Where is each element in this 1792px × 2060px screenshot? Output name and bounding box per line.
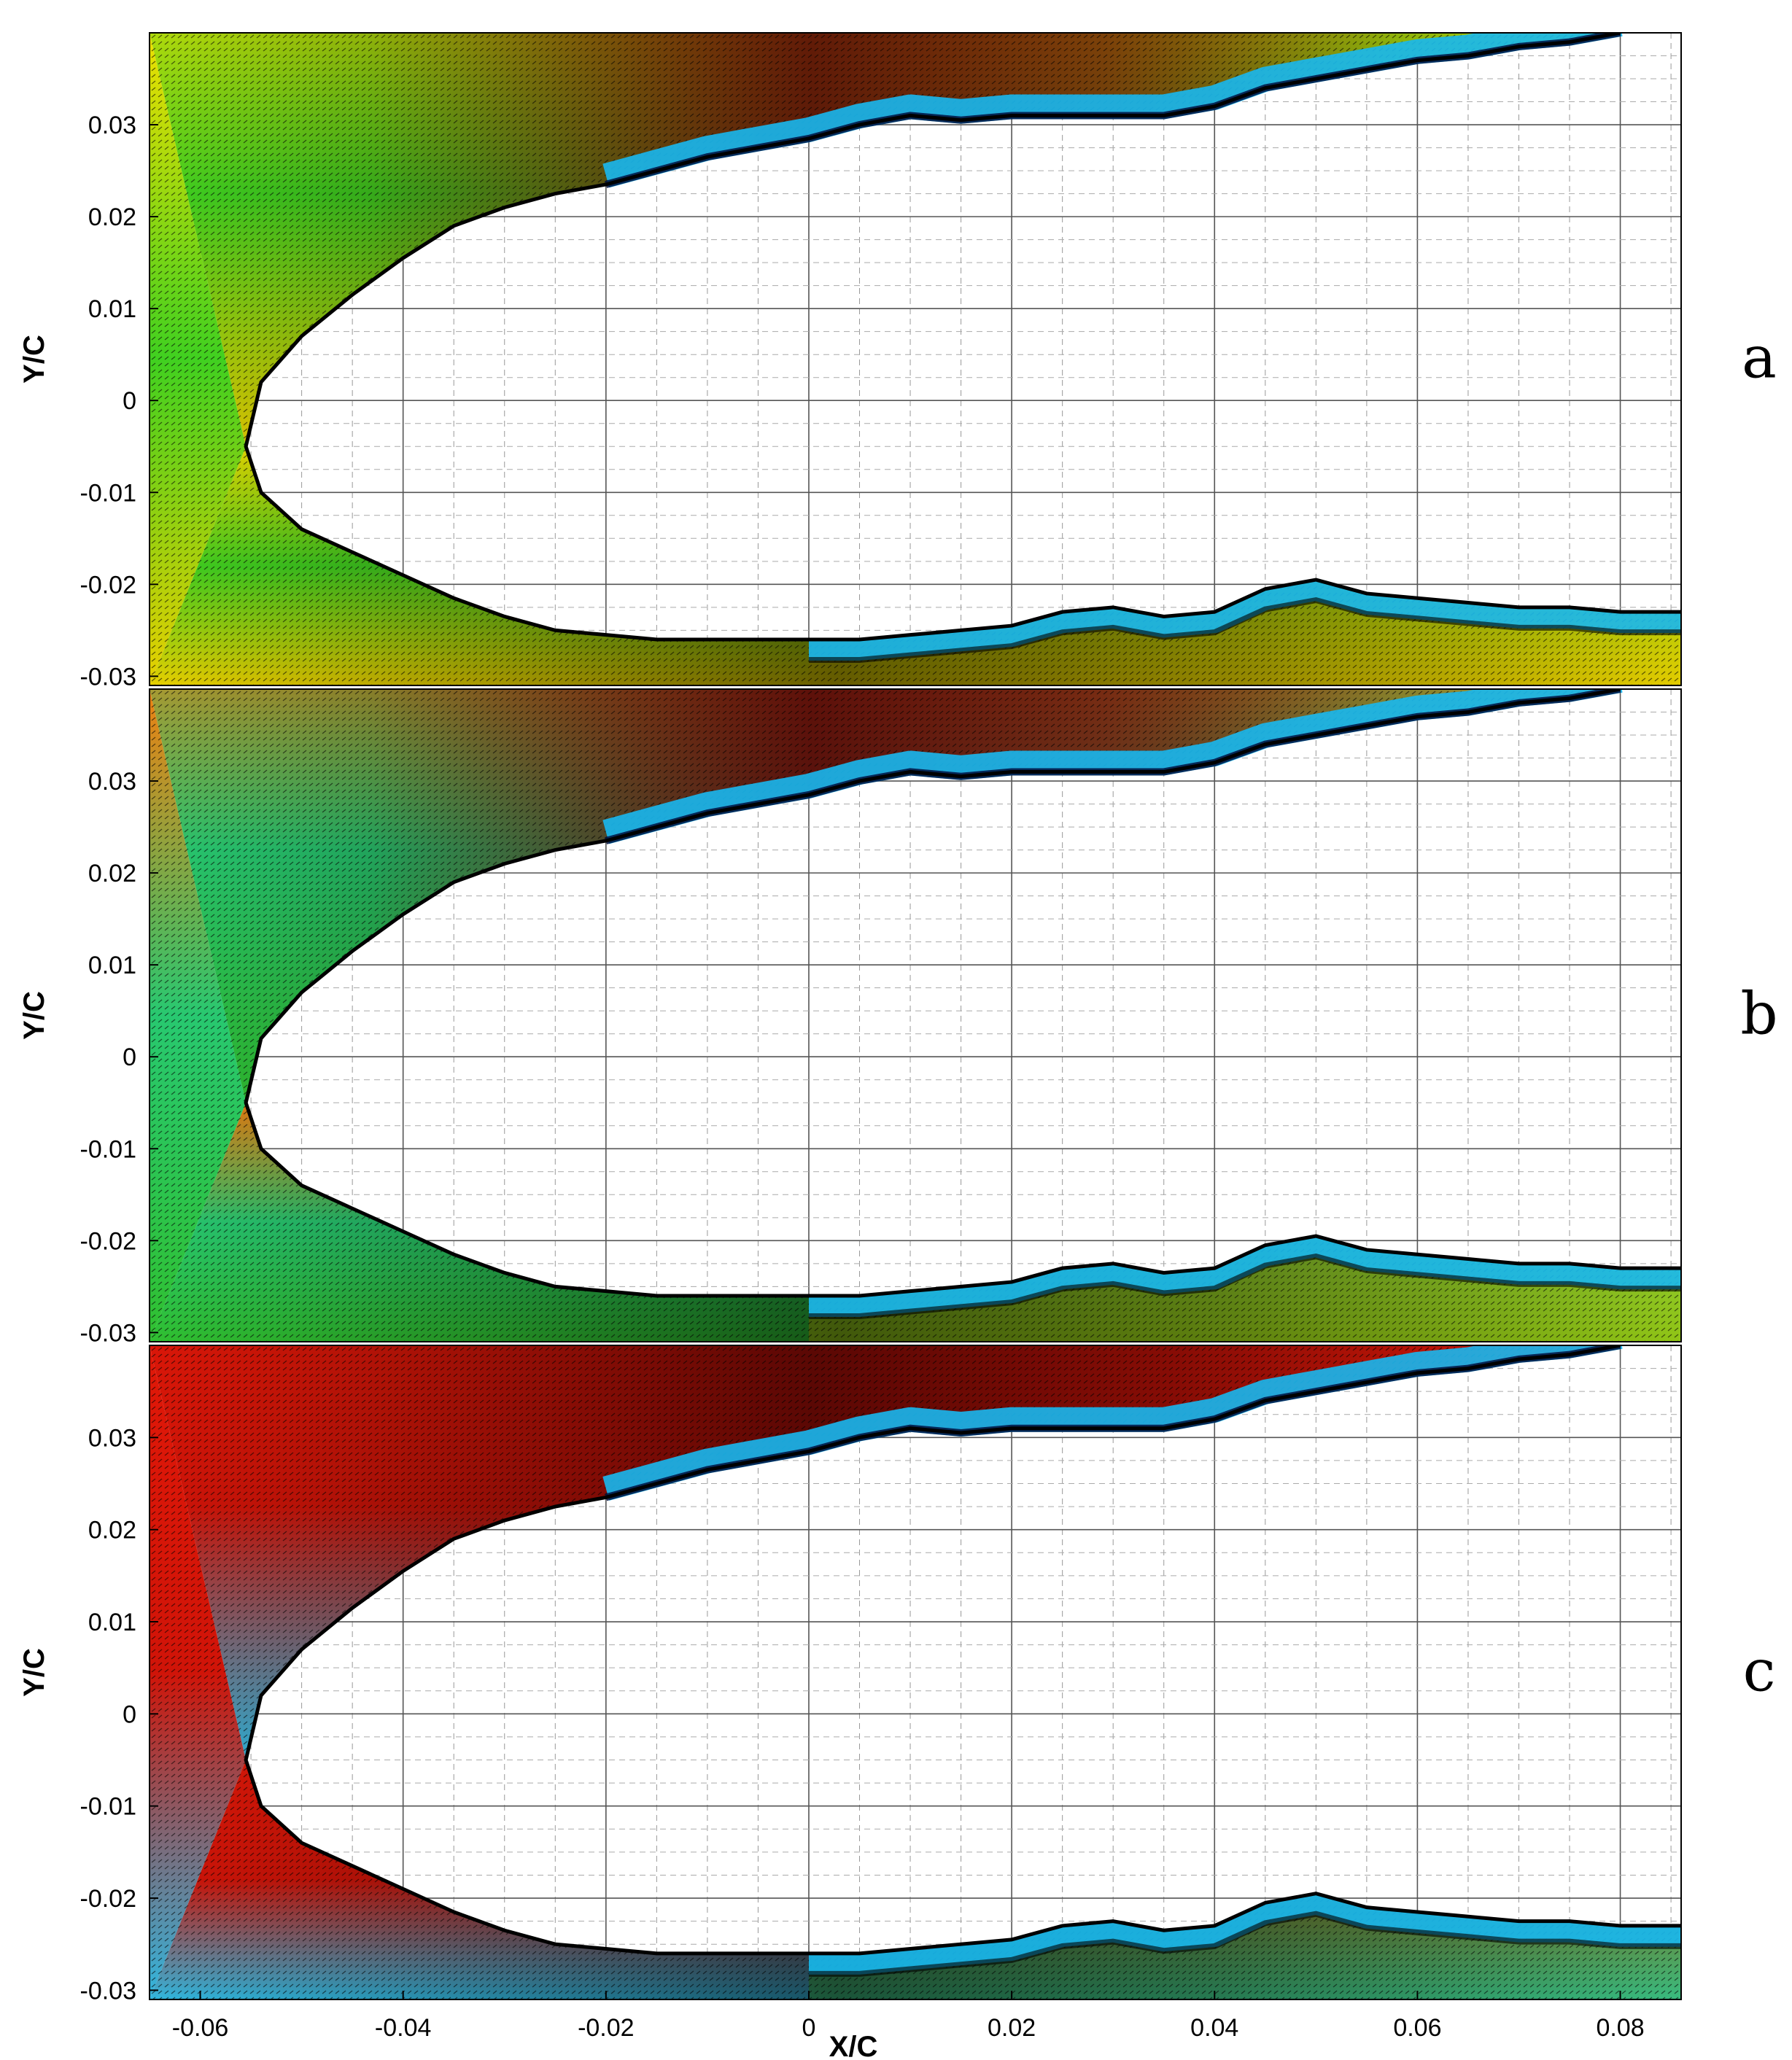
y-tick-label: -0.02 [80, 571, 137, 599]
panel-label-b: b [1740, 980, 1777, 1048]
x-tick-label: 0.04 [1190, 2014, 1238, 2042]
vector-arrows [150, 33, 247, 685]
y-tick-label: 0 [123, 1043, 136, 1071]
panel-label-c: c [1743, 1637, 1776, 1705]
y-axis-label: Y/C [18, 1648, 50, 1697]
y-axis: -0.03 -0.02 -0.01 0 0.01 0.02 0.03 Y/C [18, 768, 158, 1347]
y-tick-label: -0.01 [80, 479, 137, 507]
boundary-layer [244, 689, 1681, 1319]
plot-frame [149, 1345, 1682, 2000]
panel-labels: a b c [1740, 324, 1777, 1705]
body-outline [244, 1345, 1681, 1956]
boundary-layer-lower-edge [808, 1253, 1681, 1319]
panel-label-a: a [1742, 324, 1777, 392]
x-tick-label: -0.04 [375, 2014, 432, 2042]
vector-arrows [150, 689, 247, 1342]
y-tick-label: 0.01 [88, 295, 136, 323]
boundary-layer-upper [602, 1345, 1623, 1501]
vector-arrows [150, 1345, 247, 1999]
y-tick-label: -0.03 [80, 663, 137, 691]
y-tick-label: -0.02 [80, 1227, 137, 1255]
y-axis: -0.03 -0.02 -0.01 0 0.01 0.02 0.03 Y/C [18, 1424, 158, 2005]
y-tick-label: -0.01 [80, 1135, 137, 1163]
y-tick-label: 0 [123, 387, 136, 415]
y-tick-label: 0.03 [88, 1424, 136, 1452]
y-tick-label: 0.03 [88, 112, 136, 139]
x-tick-label: 0.06 [1393, 2014, 1441, 2042]
panel-c-plot-area [150, 1345, 1681, 1999]
y-axis: -0.03 -0.02 -0.01 0 0.01 0.02 0.03 Y/C [18, 112, 158, 691]
panel-b-plot-area [150, 689, 1681, 1342]
y-axis-label: Y/C [18, 335, 50, 384]
boundary-layer [244, 33, 1681, 663]
x-axis: -0.06 -0.04 -0.02 0 0.02 0.04 0.06 0.08 X/C [172, 1991, 1645, 2060]
x-tick-label: -0.02 [578, 2014, 635, 2042]
plot-frame [149, 688, 1682, 1342]
x-tick-label: 0.08 [1596, 2014, 1644, 2042]
y-tick-label: -0.02 [80, 1885, 137, 1913]
y-tick-label: 0.03 [88, 768, 136, 796]
panel-a-plot-area [150, 33, 1681, 685]
y-tick-label: 0.01 [88, 1609, 136, 1636]
y-tick-label: -0.03 [80, 1977, 137, 2005]
panels: -0.03-0.02-0.0100.010.020.03Y/C-0.03-0.0… [18, 32, 1682, 2060]
body-outline [244, 33, 1681, 642]
boundary-layer [244, 1345, 1681, 1977]
boundary-layer-lower [808, 579, 1681, 661]
y-tick-label: 0 [123, 1701, 136, 1728]
body-outline [244, 689, 1681, 1298]
x-tick-label: 0.02 [988, 2014, 1036, 2042]
x-tick-label: -0.06 [172, 2014, 229, 2042]
boundary-layer-upper [602, 689, 1623, 844]
vector-arrows [150, 33, 1621, 447]
boundary-layer-upper [602, 33, 1623, 188]
x-tick-label: 0 [802, 2014, 816, 2042]
y-axis-label: Y/C [18, 991, 50, 1040]
plot-frame [149, 32, 1682, 686]
boundary-layer-lower [808, 1235, 1681, 1317]
y-tick-label: 0.01 [88, 952, 136, 979]
y-tick-label: -0.03 [80, 1319, 137, 1347]
x-axis-label: X/C [829, 2031, 878, 2060]
y-tick-label: -0.01 [80, 1793, 137, 1821]
vector-arrows [150, 689, 1621, 1103]
vector-arrows [150, 1345, 1621, 1760]
y-tick-label: 0.02 [88, 1517, 136, 1544]
panel-b: -0.03 -0.02 -0.01 0 0.01 0.02 0.03 Y/C [18, 688, 1682, 1347]
y-tick-label: 0.02 [88, 203, 136, 231]
boundary-layer-lower [808, 1892, 1681, 1975]
y-tick-label: 0.02 [88, 860, 136, 887]
panel-a: -0.03 -0.02 -0.01 0 0.01 0.02 0.03 Y/C [18, 32, 1682, 691]
boundary-layer-lower-edge [808, 596, 1681, 663]
boundary-layer-lower-edge [808, 1911, 1681, 1977]
